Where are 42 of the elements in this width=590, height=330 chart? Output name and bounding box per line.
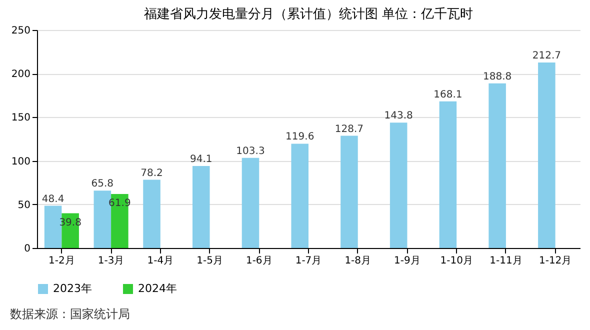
- legend-label: 2023年: [53, 282, 92, 295]
- data-label: 48.4: [42, 194, 64, 205]
- x-tick-label: 1-3月: [98, 256, 124, 266]
- bar: [439, 101, 457, 248]
- bar: [340, 136, 358, 248]
- y-tick-label: 150: [11, 112, 30, 124]
- bar: [44, 206, 62, 248]
- y-tick-label: 0: [24, 244, 30, 254]
- bar: [143, 180, 160, 248]
- y-tick-label: 100: [11, 156, 30, 168]
- data-label: 103.3: [236, 146, 265, 157]
- x-tick-label: 1-4月: [147, 256, 174, 266]
- bar: [242, 158, 260, 248]
- x-tick-label: 1-12月: [538, 256, 572, 266]
- data-label: 143.8: [384, 110, 413, 122]
- x-tick-label: 1-5月: [196, 256, 223, 266]
- bar: [192, 166, 210, 248]
- y-tick-label: 250: [11, 26, 30, 36]
- data-label: 168.1: [434, 89, 462, 100]
- legend-label: 2024年: [138, 282, 177, 295]
- x-tick-label: 1-8月: [344, 256, 372, 266]
- y-tick-label: 200: [11, 69, 30, 80]
- x-tick-label: 1-6月: [246, 256, 272, 266]
- data-label: 78.2: [140, 168, 163, 179]
- x-tick-label: 1-10月: [440, 256, 473, 266]
- x-tick-label: 1-11月: [490, 256, 522, 266]
- x-tick-label: 1-2月: [48, 256, 75, 266]
- data-label: 94.1: [190, 154, 212, 165]
- data-label: 188.8: [482, 71, 512, 82]
- bar: [390, 122, 408, 248]
- data-label: 212.7: [532, 50, 561, 62]
- data-label: 119.6: [286, 132, 314, 143]
- y-tick-label: 50: [18, 200, 30, 211]
- chart-title: 福建省风力发电量分月（累计值）统计图 单位：亿千瓦时: [144, 7, 474, 22]
- data-label: 128.7: [334, 124, 364, 135]
- x-tick-label: 1-7月: [295, 256, 322, 266]
- x-tick-label: 1-9月: [394, 256, 420, 266]
- source-note: 数据来源：国家统计局: [10, 306, 130, 323]
- bar: [538, 62, 556, 248]
- bar: [291, 144, 308, 248]
- bar: [488, 83, 506, 248]
- data-label: 65.8: [91, 178, 114, 190]
